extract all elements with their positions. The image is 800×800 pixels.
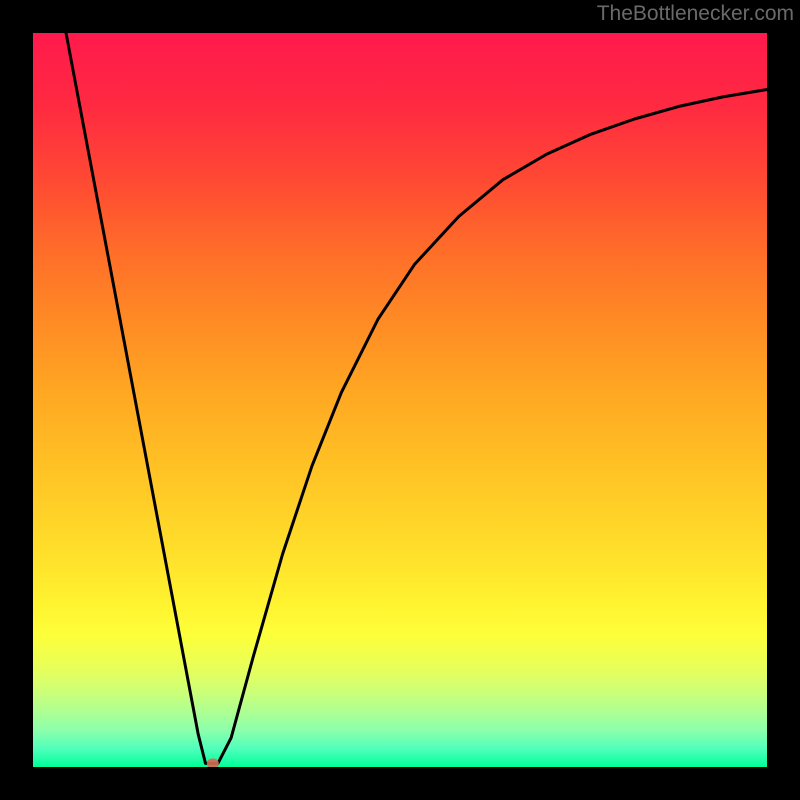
optimum-marker	[207, 758, 219, 767]
bottleneck-curve	[66, 33, 767, 763]
chart-container: TheBottlenecker.com	[0, 0, 800, 800]
watermark-text: TheBottlenecker.com	[597, 2, 794, 26]
curve-layer	[33, 33, 767, 767]
plot-area	[33, 33, 767, 767]
